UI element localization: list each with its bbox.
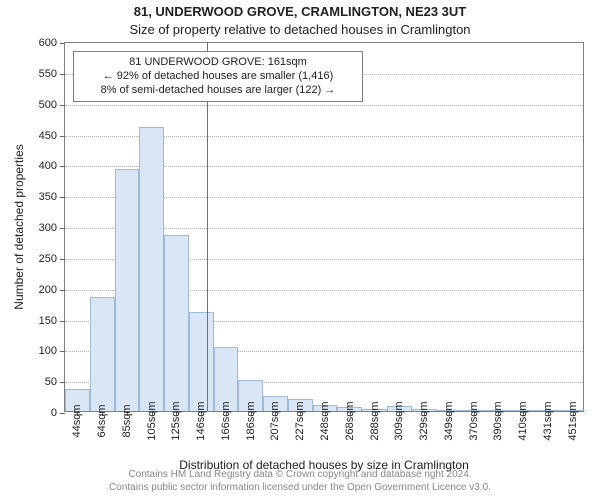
histogram-bar xyxy=(90,297,115,411)
x-tick-label: 309sqm xyxy=(393,401,405,440)
x-tick-label: 186sqm xyxy=(245,401,257,440)
chart-title: 81, UNDERWOOD GROVE, CRAMLINGTON, NE23 3… xyxy=(0,4,600,19)
x-tick-label: 370sqm xyxy=(468,401,480,440)
x-tick-label: 64sqm xyxy=(96,404,108,437)
attribution-line-1: Contains HM Land Registry data © Crown c… xyxy=(0,468,600,481)
x-tick-label: 166sqm xyxy=(220,401,232,440)
x-tick-label: 451sqm xyxy=(567,401,579,440)
histogram-bar xyxy=(164,235,189,411)
annotation-line: 8% of semi-detached houses are larger (1… xyxy=(80,84,356,98)
annotation-line: ← 92% of detached houses are smaller (1,… xyxy=(80,70,356,84)
y-tick-mark xyxy=(60,136,65,137)
y-axis-title: Number of detached properties xyxy=(12,42,26,412)
histogram-chart: 81, UNDERWOOD GROVE, CRAMLINGTON, NE23 3… xyxy=(0,0,600,500)
y-tick-mark xyxy=(60,382,65,383)
x-tick-label: 431sqm xyxy=(542,401,554,440)
histogram-bar xyxy=(139,127,164,411)
x-tick-label: 85sqm xyxy=(121,404,133,437)
y-tick-mark xyxy=(60,166,65,167)
annotation-box: 81 UNDERWOOD GROVE: 161sqm← 92% of detac… xyxy=(73,51,363,102)
plot-area: 81 UNDERWOOD GROVE: 161sqm← 92% of detac… xyxy=(64,42,584,412)
x-tick-label: 44sqm xyxy=(71,404,83,437)
y-tick-mark xyxy=(60,74,65,75)
gridline xyxy=(65,105,583,106)
y-tick-mark xyxy=(60,321,65,322)
y-tick-mark xyxy=(60,413,65,414)
x-tick-label: 329sqm xyxy=(418,401,430,440)
x-tick-label: 125sqm xyxy=(170,401,182,440)
x-tick-label: 349sqm xyxy=(443,401,455,440)
y-tick-mark xyxy=(60,228,65,229)
y-tick-mark xyxy=(60,105,65,106)
y-tick-mark xyxy=(60,259,65,260)
x-tick-label: 227sqm xyxy=(294,401,306,440)
x-tick-label: 248sqm xyxy=(319,401,331,440)
histogram-bar xyxy=(189,312,214,411)
y-tick-mark xyxy=(60,43,65,44)
x-tick-label: 105sqm xyxy=(146,401,158,440)
x-tick-label: 207sqm xyxy=(269,401,281,440)
y-tick-mark xyxy=(60,290,65,291)
annotation-line: 81 UNDERWOOD GROVE: 161sqm xyxy=(80,56,356,70)
x-tick-label: 390sqm xyxy=(492,401,504,440)
chart-subtitle: Size of property relative to detached ho… xyxy=(0,22,600,37)
x-tick-label: 288sqm xyxy=(369,401,381,440)
x-tick-label: 410sqm xyxy=(517,401,529,440)
attribution-line-2: Contains public sector information licen… xyxy=(0,481,600,494)
x-tick-label: 146sqm xyxy=(195,401,207,440)
y-tick-mark xyxy=(60,351,65,352)
x-tick-label: 268sqm xyxy=(344,401,356,440)
histogram-bar xyxy=(115,169,140,411)
y-tick-mark xyxy=(60,197,65,198)
attribution: Contains HM Land Registry data © Crown c… xyxy=(0,468,600,494)
